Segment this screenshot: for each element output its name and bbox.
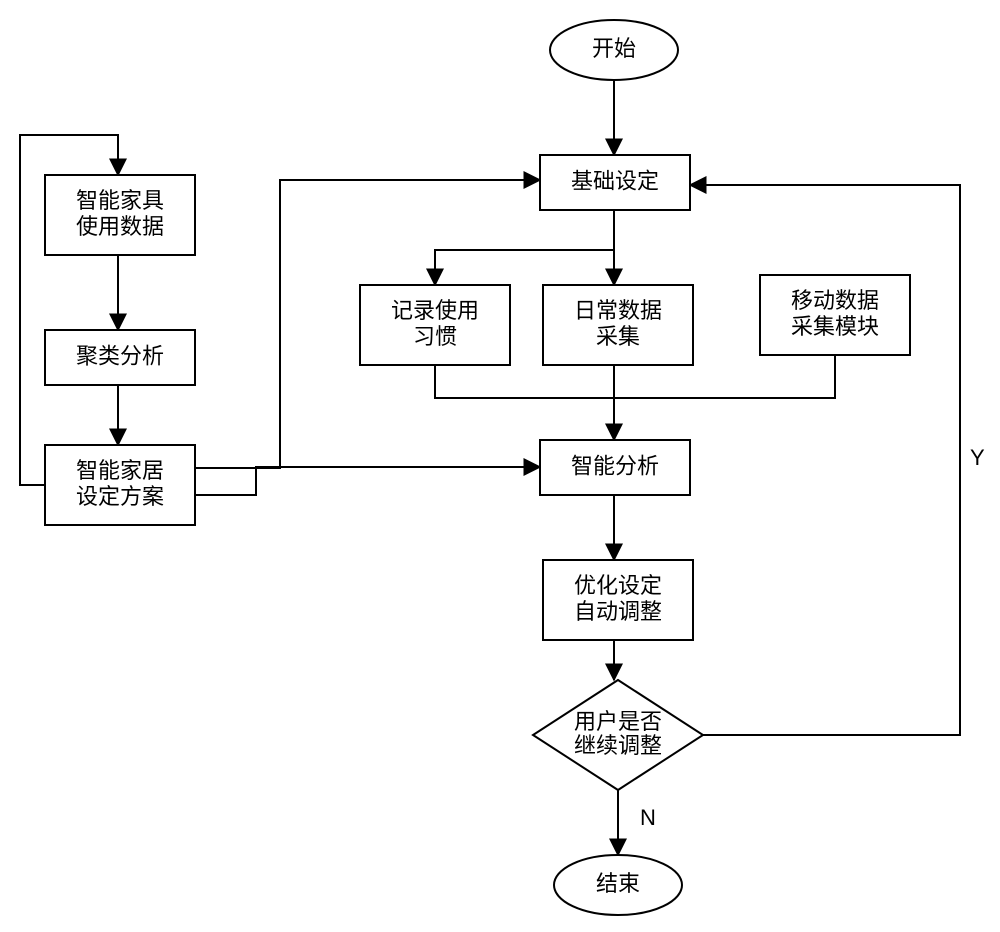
node-home_plan: 智能家居设定方案 [45,445,195,525]
node-end: 结束 [554,855,682,915]
node-record_habit: 记录使用习惯 [360,285,510,365]
node-label-decision-0: 用户是否 [574,709,662,734]
node-cluster: 聚类分析 [45,330,195,385]
node-label-home_plan-1: 设定方案 [76,484,164,509]
node-label-mobile_collect-1: 采集模块 [791,314,879,339]
node-label-mobile_collect-0: 移动数据 [791,288,879,313]
node-label-record_habit-1: 习惯 [413,324,457,349]
node-label-furniture_data-1: 使用数据 [76,214,164,239]
node-label-cluster: 聚类分析 [76,343,164,368]
e-dec-end-label: N [640,805,656,830]
e-base-record [435,250,614,285]
node-label-optimize-0: 优化设定 [574,573,662,598]
e-dec-yes-label: Y [970,445,985,470]
node-start: 开始 [550,20,678,80]
node-label-optimize-1: 自动调整 [574,599,662,624]
node-mobile_collect: 移动数据采集模块 [760,275,910,355]
e-record-merge [435,365,614,398]
node-label-daily_collect-0: 日常数据 [574,298,662,323]
node-label-base_setting: 基础设定 [571,168,659,193]
node-label-furniture_data-0: 智能家具 [76,188,164,213]
node-base_setting: 基础设定 [540,155,690,210]
node-decision: 用户是否继续调整 [533,680,703,790]
node-label-record_habit-0: 记录使用 [391,298,479,323]
node-furniture_data: 智能家具使用数据 [45,175,195,255]
node-label-smart_analysis: 智能分析 [571,453,659,478]
flowchart-canvas: NY 开始基础设定记录使用习惯日常数据采集移动数据采集模块智能分析优化设定自动调… [0,0,1000,932]
e-dec-yes [690,185,960,735]
node-label-end: 结束 [596,871,640,896]
e-plan-smart [195,467,540,495]
node-label-home_plan-0: 智能家居 [76,458,164,483]
node-label-start: 开始 [592,36,636,61]
node-optimize: 优化设定自动调整 [543,560,693,640]
node-daily_collect: 日常数据采集 [543,285,693,365]
node-label-decision-1: 继续调整 [574,733,662,758]
node-smart_analysis: 智能分析 [540,440,690,495]
node-label-daily_collect-1: 采集 [596,324,640,349]
